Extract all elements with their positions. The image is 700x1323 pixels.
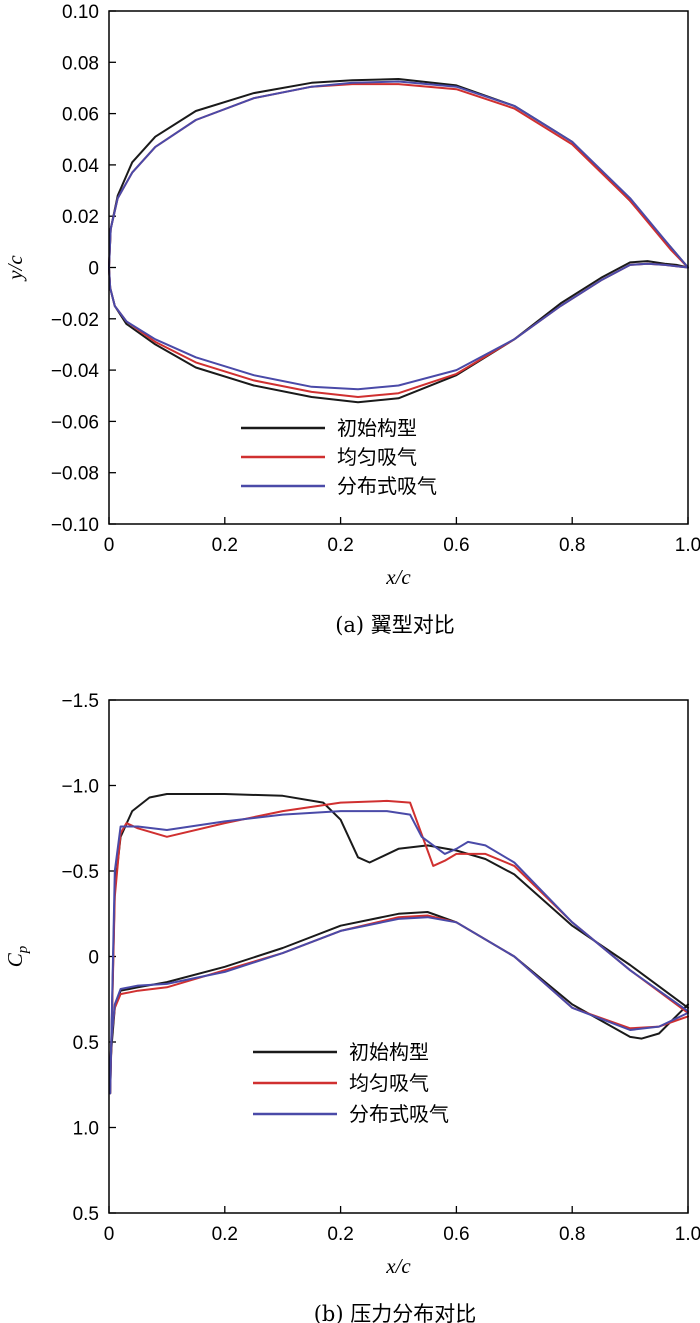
x-tick-label: 1.0	[675, 1224, 700, 1245]
plot-b-ticks: −1.5−1.0−0.500.51.00.50 0.2 0.2 0.6 0.8 1.0	[61, 691, 700, 1245]
y-tick-label: −0.02	[51, 310, 99, 331]
x-tick-label: 0.6	[443, 1224, 469, 1245]
chart-panel-a: 0.10 0.08 0.06 0.04 0.02 0 −0.02 −0.04 −0.06 −0.0…	[3, 2, 700, 637]
plot-a-y-axis-label: y/c	[3, 255, 27, 282]
series-line-3-lower	[108, 916, 689, 1078]
y-tick-label: 0.08	[62, 53, 99, 74]
plot-b-x-axis-label: x/c	[385, 1254, 411, 1278]
y-tick-label: −0.04	[51, 361, 100, 382]
y-tick-label: 0	[88, 259, 99, 280]
y-tick-label: −0.06	[51, 412, 99, 433]
plot-a-x-axis-label: x/c	[385, 565, 411, 589]
y-tick-label: 0	[88, 948, 99, 969]
x-tick-label: 0.6	[443, 535, 469, 556]
series-line-2-upper	[109, 799, 689, 1095]
plot-a-frame	[108, 10, 689, 525]
plot-b-y-axis-label-main: C	[3, 952, 27, 967]
y-tick-label: 1.0	[73, 1119, 99, 1140]
legend-label-3: 分布式吸气	[337, 474, 437, 498]
plot-a-series-lines	[108, 78, 689, 404]
plot-b-y-axis-label: Cp	[3, 945, 31, 967]
y-tick-label: 0.04	[62, 156, 99, 177]
x-tick-label: 0.8	[559, 535, 585, 556]
legend-label-2: 均匀吸气	[349, 1071, 429, 1095]
legend-label-1: 初始构型	[337, 416, 417, 440]
legend-label-2: 均匀吸气	[337, 445, 417, 469]
x-tick-label: 0.2	[212, 1224, 238, 1245]
y-tick-label: −1.0	[61, 777, 99, 798]
legend-label-1: 初始构型	[349, 1040, 429, 1064]
y-tick-label: −0.10	[51, 515, 99, 536]
plot-a-ticks: 0.10 0.08 0.06 0.04 0.02 0 −0.02 −0.04 −0.06 −0.0…	[51, 2, 700, 556]
x-tick-label: 0.2	[327, 1224, 353, 1245]
series-line-3-upper	[109, 810, 689, 1095]
y-tick-label: 0.5	[73, 1204, 99, 1225]
x-tick-label: 0.2	[327, 535, 353, 556]
chart-panel-b: −1.5−1.0−0.500.51.00.50 0.2 0.2 0.6 0.8 1.0 初…	[3, 691, 700, 1323]
y-tick-label: 0.06	[62, 105, 99, 126]
series-line-3	[108, 80, 689, 391]
x-tick-label: 0.2	[212, 535, 238, 556]
plot-b-frame	[108, 699, 689, 1214]
x-tick-label: 1.0	[675, 535, 700, 556]
series-line-1	[108, 78, 689, 404]
x-tick-label: 0.8	[559, 1224, 585, 1245]
y-tick-label: 0.5	[73, 1033, 99, 1054]
plot-a-caption: (a) 翼型对比	[335, 613, 455, 637]
x-tick-label: 0	[104, 535, 115, 556]
y-tick-label: −1.5	[61, 691, 99, 712]
plot-b-caption: (b) 压力分布对比	[314, 1302, 477, 1323]
series-line-1-upper	[109, 793, 689, 1095]
x-tick-label: 0	[104, 1224, 115, 1245]
series-line-2	[108, 83, 689, 398]
y-tick-label: −0.5	[61, 862, 99, 883]
plot-b-y-axis-label-sub: p	[15, 945, 31, 954]
plot-b-series-lines	[108, 793, 689, 1095]
y-tick-label: 0.02	[62, 207, 99, 228]
y-tick-label: −0.08	[51, 464, 99, 485]
legend-label-3: 分布式吸气	[349, 1102, 449, 1126]
y-tick-label: 0.10	[62, 2, 99, 23]
